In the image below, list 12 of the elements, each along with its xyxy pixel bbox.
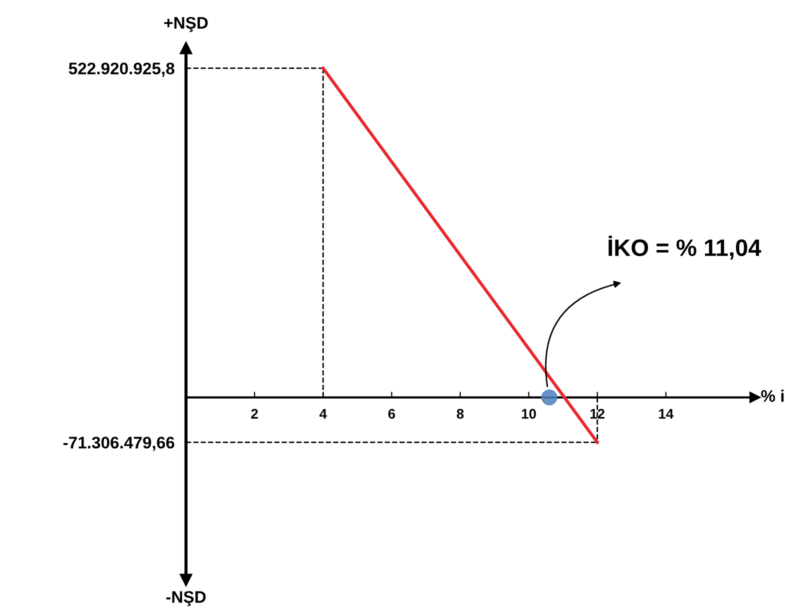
y-axis-title: +NŞD — [164, 16, 208, 32]
x-axis-title: % i — [761, 390, 784, 402]
x-tick-label: 6 — [388, 408, 396, 419]
x-tick-label: 4 — [319, 409, 327, 419]
annotation: İKO = % 11,04 — [608, 236, 762, 260]
x-tick-label: 14 — [659, 409, 674, 419]
text: -NŞD — [166, 591, 206, 606]
y-tick-label: 522.920.925,8 — [68, 62, 174, 77]
y-tick-label: -71.306.479,66 — [63, 436, 174, 451]
x-tick-label: 8 — [456, 408, 464, 419]
x-tick-label: 10 — [522, 408, 536, 419]
x-tick-label: 2 — [251, 408, 258, 419]
